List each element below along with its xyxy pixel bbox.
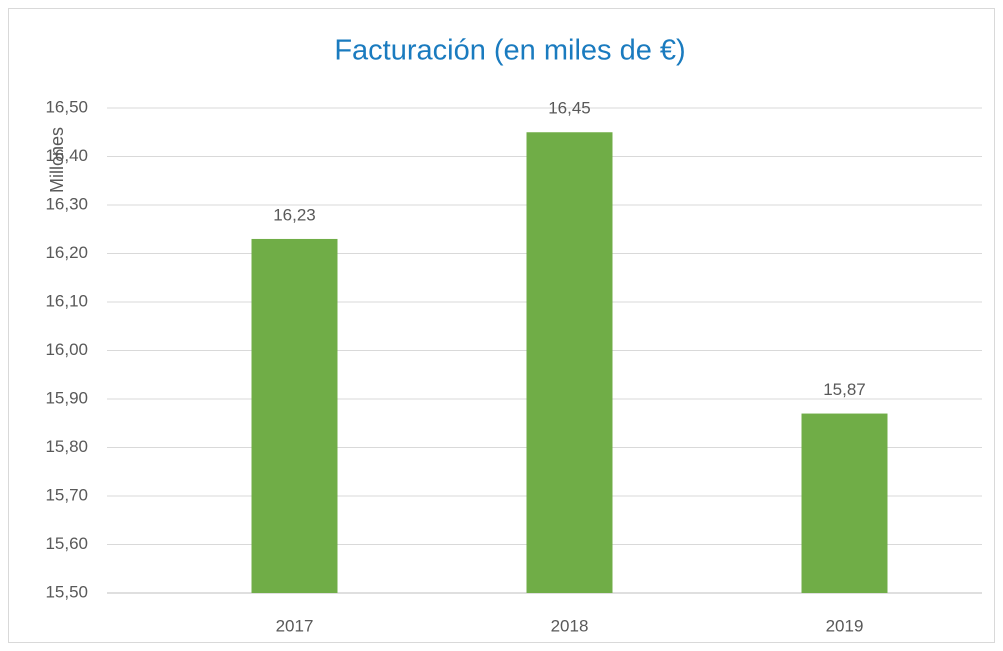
value-label: 15,87	[823, 380, 866, 399]
x-tick-label: 2019	[826, 616, 864, 635]
y-tick-label: 16,10	[45, 291, 88, 310]
value-label: 16,23	[273, 205, 316, 224]
y-tick-label: 15,60	[45, 534, 88, 553]
y-axis-label: Millones	[47, 127, 67, 193]
bar	[251, 238, 338, 593]
chart-title: Facturación (en miles de €)	[334, 35, 685, 67]
y-tick-label: 15,70	[45, 485, 88, 504]
bar	[801, 413, 888, 593]
bar	[526, 132, 613, 593]
y-tick-label: 15,80	[45, 437, 88, 456]
y-tick-label: 16,40	[45, 146, 88, 165]
x-tick-label: 2018	[551, 616, 589, 635]
y-tick-label: 16,30	[45, 194, 88, 213]
y-tick-label: 15,90	[45, 388, 88, 407]
y-tick-label: 16,00	[45, 340, 88, 359]
y-tick-label: 16,50	[45, 97, 88, 116]
y-tick-label: 16,20	[45, 243, 88, 262]
x-tick-label: 2017	[276, 616, 314, 635]
y-tick-label: 15,50	[45, 582, 88, 601]
value-label: 16,45	[548, 99, 591, 118]
